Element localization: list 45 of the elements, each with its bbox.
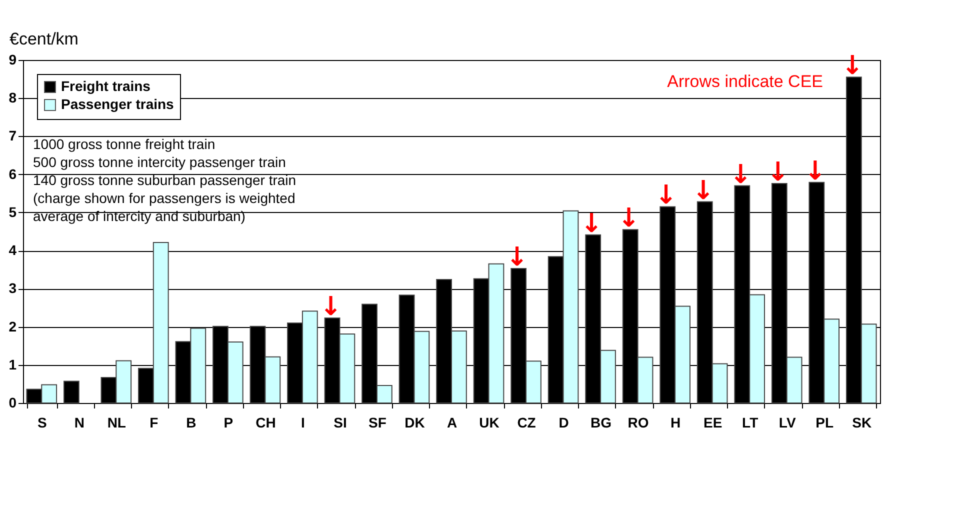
annotation: ↓ <box>506 242 528 272</box>
annotation: ↓ <box>320 292 342 322</box>
x-tick-label: UK <box>479 414 500 430</box>
bar <box>63 380 80 404</box>
x-tick-label: I <box>301 414 305 430</box>
x-tick-label: LT <box>742 414 759 430</box>
annotation: ↓ <box>580 208 602 239</box>
x-tick-label: NL <box>107 414 126 430</box>
x-tick-label: CH <box>256 414 276 430</box>
x-tick-label: P <box>224 414 234 430</box>
annotation: ↓ <box>618 204 640 234</box>
annotation: Arrows indicate CEE <box>667 72 823 91</box>
y-tick-label: 5 <box>8 204 17 220</box>
y-axis-title: €cent/km <box>10 30 78 48</box>
y-tick-label: 8 <box>8 90 17 106</box>
x-tick-label: DK <box>404 414 425 430</box>
x-tick-label: B <box>186 414 196 430</box>
y-tick-label: 9 <box>8 52 17 68</box>
y-tick-label: 1 <box>8 356 17 372</box>
annotation: 1000 gross tonne freight train 500 gross tonne intercity passenger train 140 gross tonne suburban passenger train (charge shown for passengers is weighted average of intercity and suburban) <box>33 136 296 224</box>
x-tick-label: F <box>150 414 159 430</box>
x-tick-label: SK <box>852 414 872 430</box>
x-tick-label: PL <box>816 414 834 430</box>
legend-label: Passenger trains <box>61 96 174 112</box>
x-tick-label: S <box>37 414 47 430</box>
x-tick-label: EE <box>703 414 722 430</box>
x-tick-label: LV <box>778 414 796 430</box>
x-tick-label: SI <box>334 414 347 430</box>
y-tick-label: 7 <box>8 128 17 144</box>
x-tick-label: SF <box>368 414 387 430</box>
y-tick-label: 2 <box>8 318 17 334</box>
y-tick-label: 3 <box>8 280 17 296</box>
x-tick-label: D <box>558 414 569 430</box>
legend-label: Freight trains <box>61 78 151 94</box>
x-tick-label: N <box>74 414 84 430</box>
annotation: ↓ <box>692 176 714 206</box>
y-tick-label: 0 <box>8 394 17 410</box>
x-tick-label: RO <box>628 414 649 430</box>
y-tick-label: 4 <box>8 242 17 258</box>
x-tick-label: CZ <box>517 414 536 430</box>
y-tick-label: 6 <box>8 166 17 182</box>
x-tick-label: H <box>670 414 681 430</box>
x-tick-label: A <box>446 414 458 430</box>
x-tick-label: BG <box>590 414 612 430</box>
annotation: ↓ <box>655 180 677 211</box>
